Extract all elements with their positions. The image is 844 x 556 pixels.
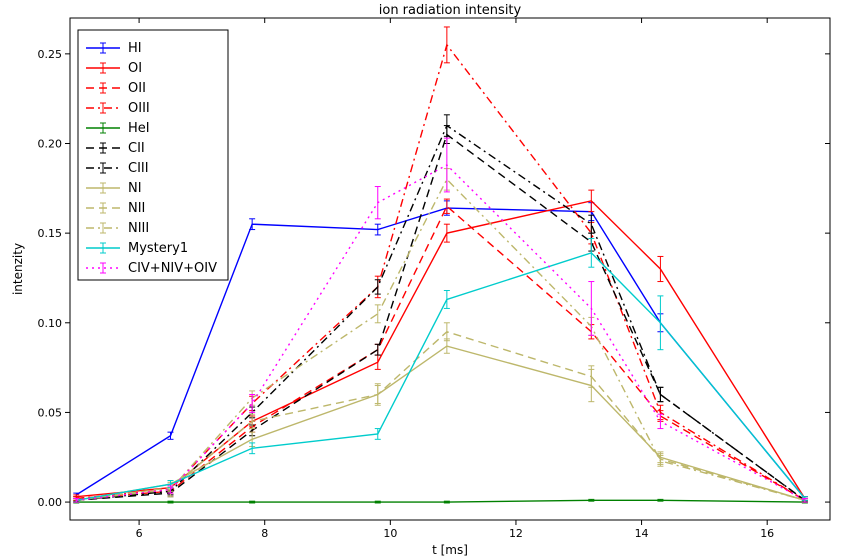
y-tick-label: 0.20 (38, 138, 63, 151)
x-tick-label: 8 (261, 527, 268, 540)
y-tick-label: 0.10 (38, 317, 63, 330)
x-tick-label: 14 (635, 527, 649, 540)
x-tick-label: 10 (383, 527, 397, 540)
legend-label: HeI (128, 121, 150, 136)
legend-label: OII (128, 81, 146, 96)
legend-label: Mystery1 (128, 241, 188, 256)
y-tick-label: 0.00 (38, 496, 63, 509)
y-tick-label: 0.25 (38, 48, 63, 61)
legend-label: HI (128, 41, 142, 56)
chart-svg: 6 8 10 12 14 16 0.00 0.05 0.10 0.15 0.20 0.25 t [ms]… (0, 0, 844, 556)
legend-label: OI (128, 61, 142, 76)
legend-label: CIII (128, 161, 149, 176)
legend-label: OIII (128, 101, 150, 116)
legend-label: NIII (128, 221, 149, 236)
x-tick-label: 6 (136, 527, 143, 540)
y-axis-label: intenzity (11, 243, 25, 295)
legend-label: NII (128, 201, 145, 216)
legend: HI OI OII OIII HeI CII CIII NI NII NIII Mystery1 CI… (78, 30, 228, 280)
chart-container: 6 8 10 12 14 16 0.00 0.05 0.10 0.15 0.20 0.25 t [ms]… (0, 0, 844, 556)
y-tick-label: 0.15 (38, 227, 63, 240)
x-axis-label: t [ms] (432, 543, 468, 556)
y-tick-label: 0.05 (38, 406, 63, 419)
legend-label: NI (128, 181, 142, 196)
x-tick-label: 16 (760, 527, 774, 540)
x-tick-label: 12 (509, 527, 523, 540)
legend-label: CII (128, 141, 145, 156)
chart-title: ion radiation intensity (379, 3, 522, 18)
legend-label: CIV+NIV+OIV (128, 261, 217, 276)
